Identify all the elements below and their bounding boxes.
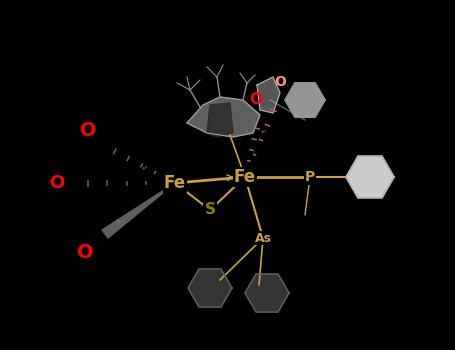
Polygon shape: [285, 83, 325, 117]
Text: O: O: [77, 243, 93, 261]
Text: As: As: [254, 231, 272, 245]
Polygon shape: [346, 156, 394, 198]
Text: ''': ''': [141, 164, 151, 176]
Text: Fe: Fe: [164, 174, 186, 192]
Text: S: S: [204, 203, 216, 217]
Text: Fe: Fe: [234, 168, 256, 186]
Polygon shape: [187, 97, 260, 137]
Text: ''': ''': [260, 130, 268, 140]
Polygon shape: [207, 103, 233, 137]
Polygon shape: [245, 274, 289, 312]
Text: O: O: [274, 75, 286, 89]
Text: O: O: [80, 120, 96, 140]
Polygon shape: [257, 77, 280, 113]
Text: ''': ''': [112, 219, 121, 229]
Polygon shape: [102, 183, 175, 238]
Text: O: O: [249, 92, 263, 107]
Text: O: O: [50, 174, 65, 192]
Text: P: P: [305, 170, 315, 184]
Polygon shape: [188, 269, 232, 307]
